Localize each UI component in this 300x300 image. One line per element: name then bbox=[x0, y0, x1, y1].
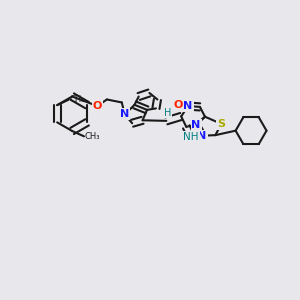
Text: H: H bbox=[164, 108, 172, 118]
Text: N: N bbox=[183, 101, 193, 111]
Text: S: S bbox=[217, 119, 225, 129]
Text: N: N bbox=[120, 109, 129, 119]
Text: CH₃: CH₃ bbox=[85, 132, 100, 141]
Text: NH: NH bbox=[183, 132, 199, 142]
Text: N: N bbox=[191, 120, 201, 130]
Text: O: O bbox=[93, 101, 102, 111]
Text: N: N bbox=[197, 131, 207, 141]
Text: O: O bbox=[173, 100, 183, 110]
Text: CH₃: CH₃ bbox=[69, 95, 85, 104]
